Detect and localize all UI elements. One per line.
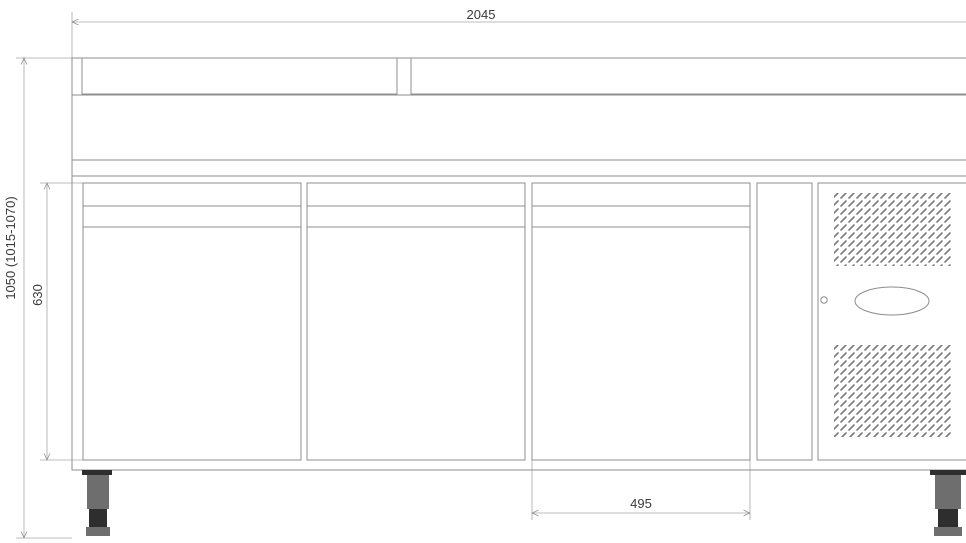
door-width-dimension: 495 xyxy=(532,460,750,520)
compressor-panel xyxy=(817,182,966,461)
topping-lids xyxy=(71,57,966,96)
door-height-dimension: 630 xyxy=(30,183,84,460)
door-width-label: 495 xyxy=(630,496,652,511)
door-2 xyxy=(306,182,526,461)
door-height-label: 630 xyxy=(30,284,45,306)
cabinet-body xyxy=(71,175,966,471)
left-leg xyxy=(82,470,112,536)
lock-icon xyxy=(820,296,828,304)
door-1 xyxy=(82,182,302,461)
display-window xyxy=(854,286,930,316)
right-leg xyxy=(930,470,966,536)
overall-width-label: 2045 xyxy=(467,7,496,22)
width-dimension: 2045 xyxy=(72,7,966,60)
overall-height-label: 1050 (1015-1070) xyxy=(3,196,18,299)
height-dimension: 1050 (1015-1070) xyxy=(3,58,72,538)
lower-vent-grille xyxy=(834,345,952,437)
upper-vent-grille xyxy=(834,193,952,266)
door-3 xyxy=(531,182,751,461)
side-panel xyxy=(756,182,813,461)
